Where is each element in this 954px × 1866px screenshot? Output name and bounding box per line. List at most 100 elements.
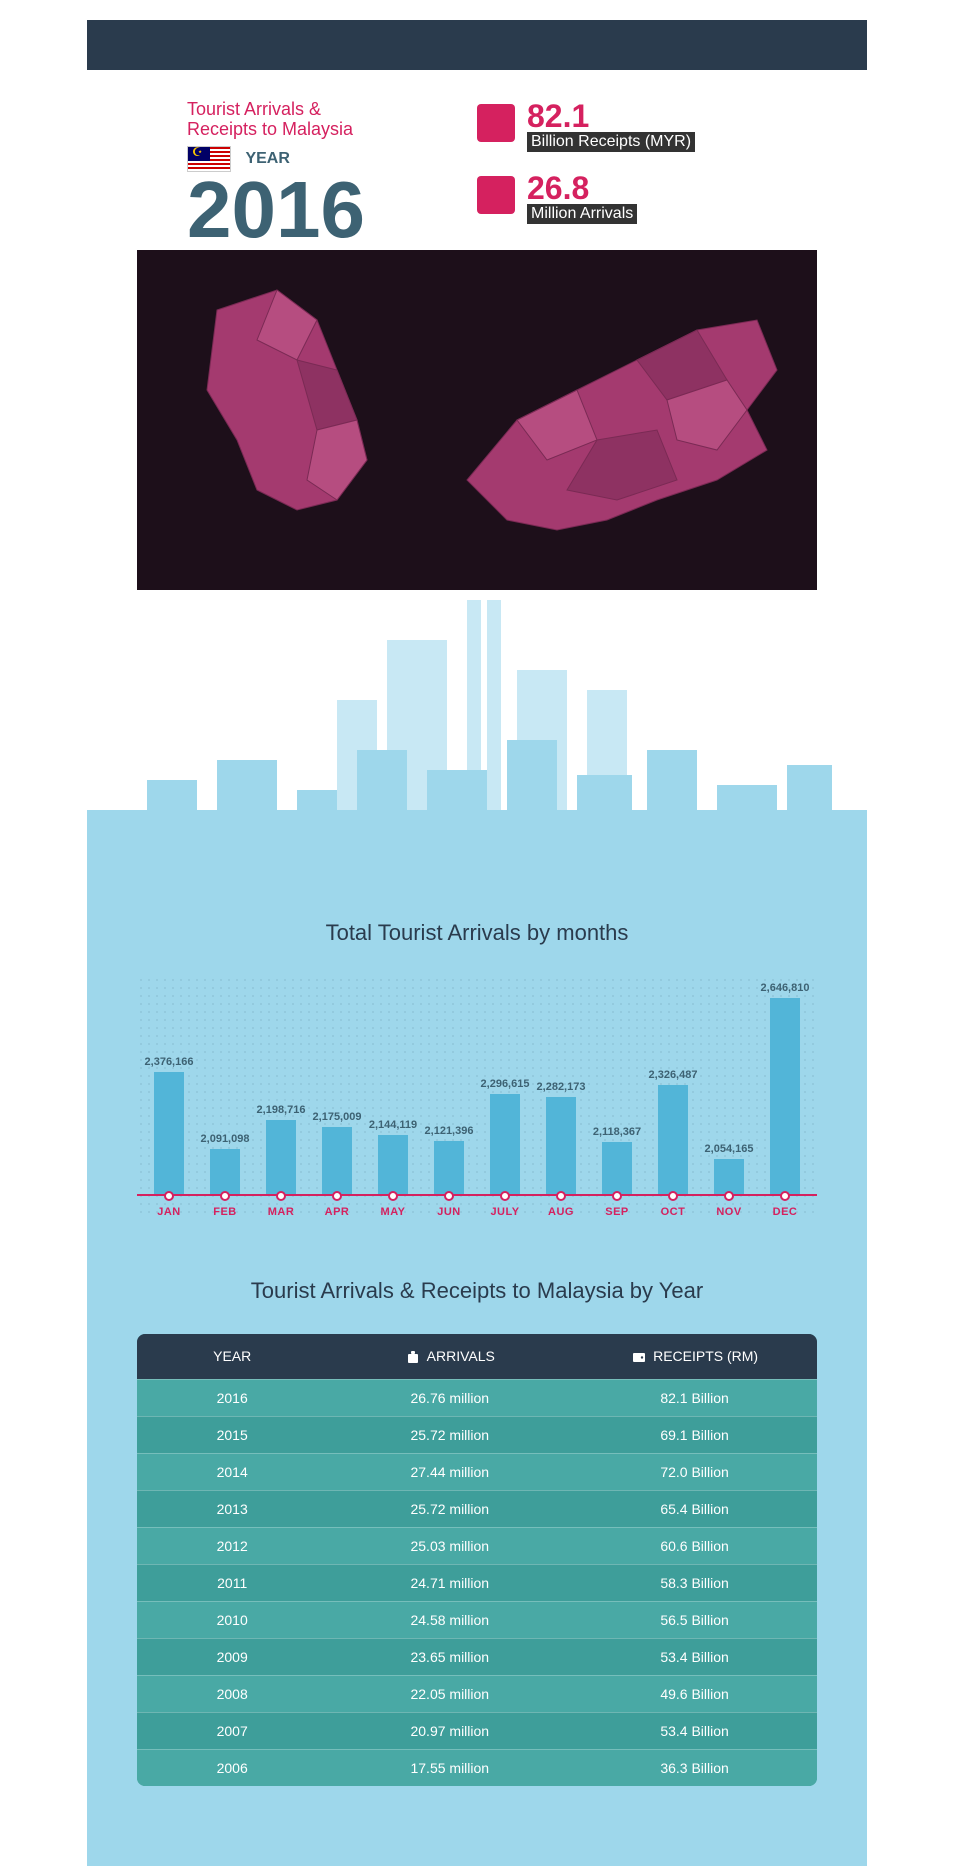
monthly-bar-chart: 2,376,166 2,091,098 2,198,7162,175,009 2,14… — [137, 976, 817, 1196]
axis-dot-icon — [164, 1191, 174, 1201]
table-cell: 2007 — [137, 1723, 327, 1739]
table-row: 201525.72 million69.1 Billion — [137, 1416, 817, 1453]
month-label: AUG — [533, 1206, 589, 1218]
table-header-row: YEAR ARRIVALS RECEIPTS (RM) — [137, 1334, 817, 1379]
year-value: 2016 — [187, 174, 365, 246]
month-label: OCT — [645, 1206, 701, 1218]
malaysia-flag-icon — [187, 146, 231, 172]
table-cell: 53.4 Billion — [572, 1649, 817, 1665]
table-cell: 27.44 million — [327, 1464, 572, 1480]
bar-col: 2,175,009 — [309, 1111, 365, 1195]
month-label: JAN — [141, 1206, 197, 1218]
hero-title-line2: Receipts to Malaysia — [187, 120, 365, 140]
bar — [490, 1094, 520, 1195]
table-cell: 22.05 million — [327, 1686, 572, 1702]
yearly-table: YEAR ARRIVALS RECEIPTS (RM) 201626.76 mi… — [137, 1334, 817, 1786]
yearly-table-title: Tourist Arrivals & Receipts to Malaysia … — [137, 1278, 817, 1304]
kpi-arrivals-label: Million Arrivals — [527, 204, 637, 224]
table-cell: 60.6 Billion — [572, 1538, 817, 1554]
axis-dot-icon — [332, 1191, 342, 1201]
axis-dot-icon — [724, 1191, 734, 1201]
malaysia-map-panel — [137, 250, 817, 590]
table-row: 200617.55 million36.3 Billion — [137, 1749, 817, 1786]
table-row: 201024.58 million56.5 Billion — [137, 1601, 817, 1638]
header-bar — [87, 20, 867, 70]
table-cell: 69.1 Billion — [572, 1427, 817, 1443]
bar-value-label: 2,198,716 — [257, 1104, 306, 1116]
hero-title-line1: Tourist Arrivals & — [187, 100, 365, 120]
hero-left: Tourist Arrivals & Receipts to Malaysia … — [187, 100, 365, 246]
bar-col: 2,376,166 — [141, 1056, 197, 1194]
table-row: 200822.05 million49.6 Billion — [137, 1675, 817, 1712]
bar-col: 2,282,173 — [533, 1081, 589, 1194]
bar-value-label: 2,296,615 — [481, 1078, 530, 1090]
bar-value-label: 2,118,367 — [593, 1126, 641, 1138]
bar-col: 2,646,810 — [757, 982, 813, 1194]
bar-value-label: 2,054,165 — [705, 1143, 754, 1155]
receipts-icon — [477, 104, 515, 142]
axis-dot-icon — [276, 1191, 286, 1201]
table-row: 201626.76 million82.1 Billion — [137, 1379, 817, 1416]
table-cell: 25.72 million — [327, 1501, 572, 1517]
bar-value-label: 2,376,166 — [145, 1056, 194, 1068]
lower-body: Total Tourist Arrivals by months 2,376,1… — [87, 880, 867, 1866]
bar — [714, 1159, 744, 1194]
bar — [602, 1142, 632, 1194]
bar-col: 2,296,615 — [477, 1078, 533, 1195]
wallet-icon — [631, 1349, 647, 1365]
col-arrivals: ARRIVALS — [327, 1348, 572, 1365]
table-cell: 49.6 Billion — [572, 1686, 817, 1702]
table-cell: 24.71 million — [327, 1575, 572, 1591]
table-cell: 20.97 million — [327, 1723, 572, 1739]
table-cell: 2006 — [137, 1760, 327, 1776]
kpi-receipts-value: 82.1 — [527, 100, 695, 132]
month-label: FEB — [197, 1206, 253, 1218]
bar — [266, 1120, 296, 1194]
table-cell: 56.5 Billion — [572, 1612, 817, 1628]
bar — [658, 1085, 688, 1194]
bar-col: 2,326,487 — [645, 1069, 701, 1194]
col-arrivals-label: ARRIVALS — [427, 1348, 495, 1364]
month-label: JULY — [477, 1206, 533, 1218]
table-cell: 65.4 Billion — [572, 1501, 817, 1517]
axis-dot-icon — [500, 1191, 510, 1201]
table-cell: 2016 — [137, 1390, 327, 1406]
table-cell: 72.0 Billion — [572, 1464, 817, 1480]
bar — [546, 1097, 576, 1194]
table-cell: 53.4 Billion — [572, 1723, 817, 1739]
table-cell: 2009 — [137, 1649, 327, 1665]
table-row: 201325.72 million65.4 Billion — [137, 1490, 817, 1527]
table-row: 201225.03 million60.6 Billion — [137, 1527, 817, 1564]
table-body: 201626.76 million82.1 Billion201525.72 m… — [137, 1379, 817, 1786]
bar-col: 2,118,367 — [589, 1126, 645, 1194]
kpi-receipts-label: Billion Receipts (MYR) — [527, 132, 695, 152]
table-cell: 2008 — [137, 1686, 327, 1702]
table-row: 201427.44 million72.0 Billion — [137, 1453, 817, 1490]
bar — [434, 1141, 464, 1194]
table-row: 201124.71 million58.3 Billion — [137, 1564, 817, 1601]
bar-value-label: 2,091,098 — [201, 1133, 250, 1145]
monthly-chart-title: Total Tourist Arrivals by months — [137, 920, 817, 946]
col-receipts: RECEIPTS (RM) — [572, 1348, 817, 1365]
bar-col: 2,091,098 — [197, 1133, 253, 1194]
bar — [770, 998, 800, 1194]
table-cell: 25.03 million — [327, 1538, 572, 1554]
table-row: 200720.97 million53.4 Billion — [137, 1712, 817, 1749]
bar-value-label: 2,121,396 — [425, 1125, 474, 1137]
table-cell: 2013 — [137, 1501, 327, 1517]
table-cell: 58.3 Billion — [572, 1575, 817, 1591]
bar-value-label: 2,646,810 — [761, 982, 810, 994]
bar — [378, 1135, 408, 1194]
suitcase-icon — [405, 1349, 421, 1365]
table-cell: 2014 — [137, 1464, 327, 1480]
table-cell: 2010 — [137, 1612, 327, 1628]
bar-value-label: 2,144,119 — [369, 1119, 417, 1131]
month-label: MAR — [253, 1206, 309, 1218]
skyline-silhouette — [87, 600, 867, 880]
table-cell: 36.3 Billion — [572, 1760, 817, 1776]
axis-dot-icon — [780, 1191, 790, 1201]
bar — [322, 1127, 352, 1195]
bar-value-label: 2,326,487 — [649, 1069, 698, 1081]
kpi-arrivals: 26.8 Million Arrivals — [477, 172, 695, 224]
table-row: 200923.65 million53.4 Billion — [137, 1638, 817, 1675]
